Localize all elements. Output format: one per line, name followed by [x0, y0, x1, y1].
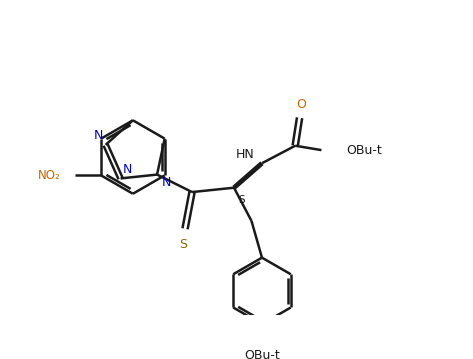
Text: O: O: [297, 98, 306, 111]
Text: NO₂: NO₂: [38, 169, 61, 182]
Text: N: N: [161, 176, 171, 189]
Text: HN: HN: [236, 148, 255, 160]
Text: OBu-t: OBu-t: [244, 349, 280, 359]
Text: S: S: [238, 195, 245, 205]
Text: N: N: [94, 129, 103, 142]
Text: S: S: [179, 238, 187, 251]
Text: OBu-t: OBu-t: [346, 144, 382, 157]
Text: N: N: [123, 163, 132, 176]
